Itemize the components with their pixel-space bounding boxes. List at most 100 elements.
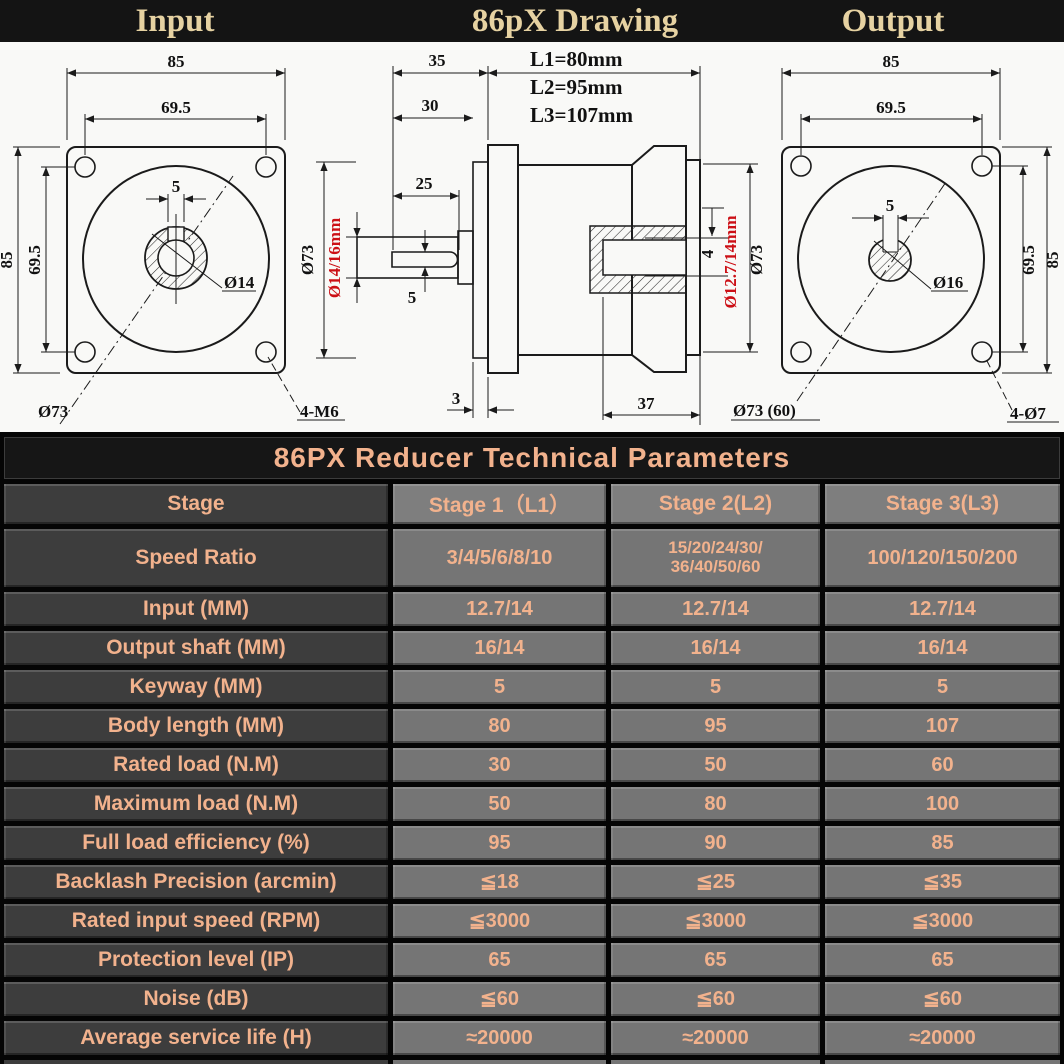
dim-shaft-length-2: 30	[422, 96, 439, 115]
cell-value: ≈20000	[825, 1021, 1060, 1055]
row-label: Maximum load (N.M)	[4, 787, 388, 821]
partial-row-cell	[825, 1060, 1060, 1064]
output-keyway-notch	[883, 238, 898, 252]
cell-value: 12.7/14	[611, 592, 820, 626]
cell-value: 15/20/24/30/ 36/40/50/60	[611, 529, 820, 587]
partial-row-cell	[4, 1060, 388, 1064]
row-label: Keyway (MM)	[4, 670, 388, 704]
drawing-svg: Ø14 85 69.5 85 69.5 5	[0, 47, 1062, 425]
cell-value: 100	[825, 787, 1060, 821]
cell-value: 90	[611, 826, 820, 860]
input-bore-label: Ø14/16mm	[325, 218, 344, 298]
cell-value: ≦60	[393, 982, 606, 1016]
dim-output-bolt-spacing-v: 69.5	[1019, 245, 1038, 275]
row-label: Full load efficiency (%)	[4, 826, 388, 860]
length-l2: L2=95mm	[530, 75, 623, 99]
cell-value: ≦18	[393, 865, 606, 899]
cell-value: ≦25	[611, 865, 820, 899]
shaft-dia-label: Ø14	[224, 273, 255, 292]
dim-output-boss-dia: Ø73	[747, 245, 766, 275]
dim-width: 85	[168, 52, 185, 71]
cell-value: 16/14	[825, 631, 1060, 665]
header-bar: Input 86pX Drawing Output	[0, 0, 1064, 42]
dim-keyway-length: 25	[416, 174, 433, 193]
input-view: Ø14 85 69.5 85 69.5 5	[0, 52, 345, 425]
cell-value: 65	[825, 943, 1060, 977]
mounting-holes-label: 4-M6	[300, 402, 339, 421]
cell-value: ≈20000	[393, 1021, 606, 1055]
header-output-title: Output	[841, 2, 945, 39]
shaft-keyway-slot	[391, 251, 459, 268]
cell-value: 3/4/5/6/8/10	[393, 529, 606, 587]
partial-row-cell	[611, 1060, 820, 1064]
dim-keyway: 5	[172, 177, 181, 196]
dim-output-keyway: 5	[886, 196, 895, 215]
row-label: Rated input speed (RPM)	[4, 904, 388, 938]
cell-value: 100/120/150/200	[825, 529, 1060, 587]
row-label: Speed Ratio	[4, 529, 388, 587]
cell-value: 16/14	[393, 631, 606, 665]
cell-value: 65	[393, 943, 606, 977]
cell-value: 30	[393, 748, 606, 782]
header-input-title: Input	[135, 2, 215, 39]
column-header: Stage 3(L3)	[825, 484, 1060, 524]
cell-value: ≦3000	[825, 904, 1060, 938]
cell-value: ≦35	[825, 865, 1060, 899]
cell-value: 5	[611, 670, 820, 704]
technical-drawing: Ø14 85 69.5 85 69.5 5	[0, 42, 1064, 432]
cell-value: 95	[393, 826, 606, 860]
row-label: Average service life (H)	[4, 1021, 388, 1055]
cell-value: 50	[611, 748, 820, 782]
cell-value: ≦60	[611, 982, 820, 1016]
dim-output-height: 85	[1043, 252, 1062, 269]
cell-value: 60	[825, 748, 1060, 782]
dim-bolt-spacing-v: 69.5	[25, 245, 44, 275]
output-view: Ø16 5 85 69.5 69.5 85	[731, 52, 1062, 423]
length-l1: L1=80mm	[530, 47, 623, 71]
row-label: Output shaft (MM)	[4, 631, 388, 665]
cell-value: 50	[393, 787, 606, 821]
dim-height: 85	[0, 252, 16, 269]
cell-value: 107	[825, 709, 1060, 743]
stage-column-header: Stage	[4, 484, 388, 524]
cell-value: 12.7/14	[825, 592, 1060, 626]
cell-value: 85	[825, 826, 1060, 860]
dim-shaft-length: 35	[429, 51, 446, 70]
cell-value: 12.7/14	[393, 592, 606, 626]
row-label: Protection level (IP)	[4, 943, 388, 977]
row-label: Input (MM)	[4, 592, 388, 626]
cell-value: 5	[825, 670, 1060, 704]
pilot-dia-label: Ø73	[38, 402, 68, 421]
cell-value: ≦60	[825, 982, 1060, 1016]
output-mounting-holes-label: 4-Ø7	[1010, 404, 1046, 423]
output-pilot-label: Ø73 (60)	[733, 401, 796, 420]
dim-slot-width: 5	[408, 288, 417, 307]
parameters-grid: Stage Stage 1（L1） Stage 2(L2) Stage 3(L3) Sp…	[4, 484, 1060, 1064]
cell-value: ≦3000	[611, 904, 820, 938]
row-label: Body length (MM)	[4, 709, 388, 743]
row-label: Backlash Precision (arcmin)	[4, 865, 388, 899]
cell-value: 5	[393, 670, 606, 704]
parameters-table: 86PX Reducer Technical Parameters Stage S…	[0, 432, 1064, 1064]
column-header: Stage 1（L1）	[393, 484, 606, 524]
dim-output-boss-length: 37	[638, 394, 656, 413]
column-header: Stage 2(L2)	[611, 484, 820, 524]
dim-spacer: 3	[452, 389, 461, 408]
cell-value: ≈20000	[611, 1021, 820, 1055]
partial-row-cell	[393, 1060, 606, 1064]
cell-value: 16/14	[611, 631, 820, 665]
dim-output-bolt-spacing: 69.5	[876, 98, 906, 117]
table-title: 86PX Reducer Technical Parameters	[273, 442, 791, 473]
output-bore-label: Ø12.7/14mm	[721, 215, 740, 308]
output-shaft-dia-label: Ø16	[933, 273, 963, 292]
side-view: 35 30 25 L1=80mm L2=95mm L3=107mm 5 Ø73	[298, 47, 766, 425]
cell-value: 95	[611, 709, 820, 743]
cell-value: 65	[611, 943, 820, 977]
header-drawing-title: 86pX Drawing	[471, 2, 679, 39]
cell-value: ≦3000	[393, 904, 606, 938]
dim-flange-dia: Ø73	[298, 245, 317, 275]
cell-value: 80	[611, 787, 820, 821]
dim-bolt-spacing: 69.5	[161, 98, 191, 117]
length-l3: L3=107mm	[530, 103, 633, 127]
